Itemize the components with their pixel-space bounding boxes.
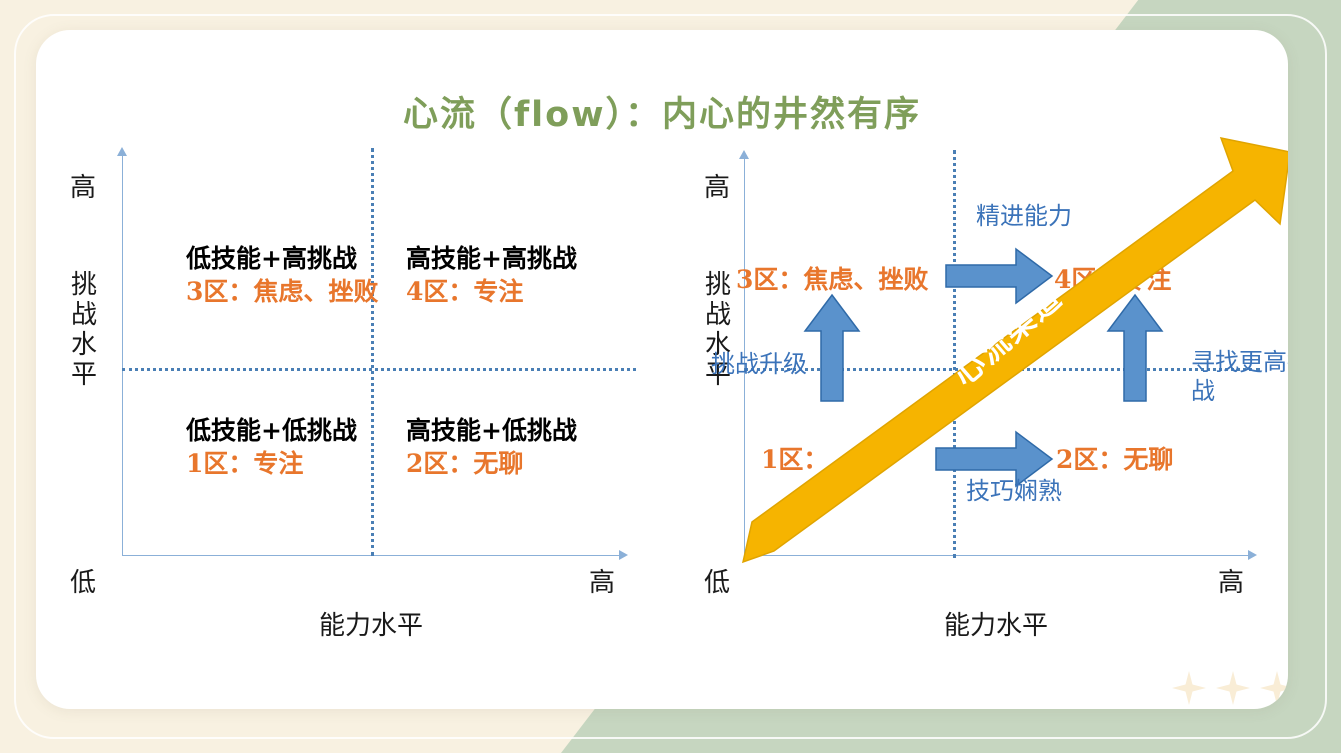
note-skill-improve: 精进能力	[976, 202, 1072, 230]
quadrant-bottom-right: 高技能+低挑战 2区：无聊	[406, 415, 577, 480]
quadrant-bottom-left: 低技能+低挑战 1区：专注	[186, 415, 357, 480]
zone-1-label: 1区：	[761, 445, 829, 474]
quadrant-bottom-right-zone: 2区：无聊	[406, 448, 524, 478]
left-y-axis-label: 挑战水平	[70, 270, 97, 391]
challenge-up-arrow-icon	[803, 293, 861, 402]
right-x-axis-arrowhead	[1248, 550, 1257, 560]
note-challenge-up: 挑战升级	[711, 350, 807, 378]
left-y-axis-arrowhead	[117, 147, 127, 156]
right-y-axis-label: 挑战水平	[704, 270, 731, 391]
quadrant-top-right: 高技能+高挑战 4区：专注	[406, 243, 577, 308]
quadrant-top-left: 低技能+高挑战 3区：焦虑、挫败	[186, 243, 378, 308]
left-x-axis-arrowhead	[619, 550, 628, 560]
note-seek-higher-challenge: 寻找更高挑战	[1191, 348, 1288, 405]
sparkle-icon	[1172, 671, 1206, 705]
right-x-axis-label: 能力水平	[944, 611, 1049, 641]
right-y-axis-arrowhead	[739, 150, 749, 159]
left-horizontal-divider	[122, 368, 636, 371]
quadrant-bottom-left-combo: 低技能+低挑战	[186, 416, 357, 445]
quadrant-top-right-combo: 高技能+高挑战	[406, 244, 577, 273]
left-y-axis-high-label: 高	[70, 173, 97, 203]
left-x-axis-label: 能力水平	[319, 611, 424, 641]
left-x-axis-low-label: 低	[70, 568, 97, 598]
left-vertical-divider	[371, 148, 374, 556]
right-x-axis	[744, 555, 1249, 556]
sparkle-icon	[1260, 671, 1288, 705]
zone-2-label: 2区：无聊	[1056, 445, 1174, 474]
slide-card: 心流（flow）：内心的井然有序 高 挑战水平 低 高 能力水平 低技能+高挑战…	[36, 30, 1288, 709]
left-quadrant-chart: 高 挑战水平 低 高 能力水平 低技能+高挑战 3区：焦虑、挫败 高技能+高挑战…	[36, 30, 656, 709]
zone-3-label: 3区：焦虑、挫败	[736, 265, 929, 294]
note-skill-mastery: 技巧娴熟	[966, 477, 1062, 505]
quadrant-top-left-zone: 3区：焦虑、挫败	[186, 276, 379, 306]
right-x-axis-low-label: 低	[704, 568, 731, 598]
right-x-axis-high-label: 高	[1218, 568, 1245, 598]
page-title: 心流（flow）：内心的井然有序	[402, 95, 922, 135]
sparkle-decoration-group	[1171, 670, 1288, 706]
sparkle-icon	[1216, 671, 1250, 705]
quadrant-top-right-zone: 4区：专注	[406, 276, 524, 306]
left-y-axis	[122, 155, 123, 555]
left-x-axis-high-label: 高	[589, 568, 616, 598]
quadrant-top-left-combo: 低技能+高挑战	[186, 244, 357, 273]
zone-4-label: 4区：专注	[1054, 265, 1172, 294]
right-y-axis-high-label: 高	[704, 173, 731, 203]
quadrant-bottom-left-zone: 1区：专注	[186, 448, 304, 478]
quadrant-bottom-right-combo: 高技能+低挑战	[406, 416, 577, 445]
seek-higher-challenge-arrow-icon	[1106, 293, 1164, 402]
